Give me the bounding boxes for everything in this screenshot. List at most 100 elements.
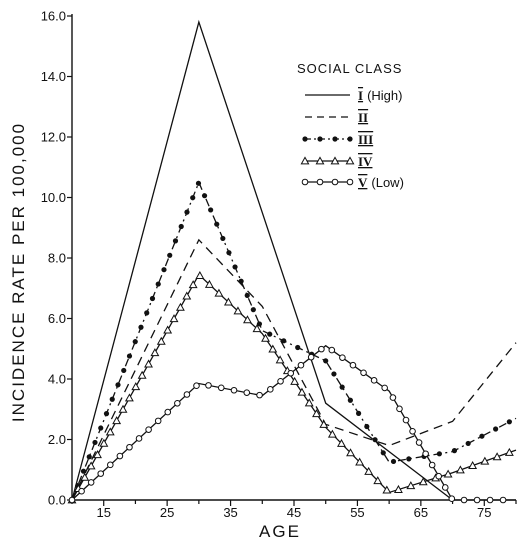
series-point-marker [256,391,263,399]
series-point-marker [68,496,76,504]
series-point-marker [297,361,305,369]
series-point-marker [204,279,214,288]
series-point-marker [164,408,172,416]
series-point-marker [328,346,336,354]
series-point-marker [261,333,270,342]
x-tick-label: 45 [287,505,301,520]
axes: 0.0 2.0 4.0 6.0 8.0 10.0 12.0 14.0 16.0 15 25 35 45 5… [9,9,517,541]
series-point-marker [195,270,205,279]
series-point-marker [243,389,251,396]
series-point-marker [252,324,262,333]
legend-marker [302,136,308,142]
legend-title: SOCIAL CLASS [297,61,402,76]
series-point-marker [267,386,274,393]
series-point-marker [115,382,121,388]
series-point-marker [406,481,416,490]
series-point-marker [267,331,273,337]
series-point-marker [277,377,284,385]
series-point-marker [373,476,383,485]
series-point-marker [214,288,224,297]
series-point-marker [370,377,378,384]
y-tick-label: 12.0 [41,130,66,145]
x-tick-label: 15 [96,505,110,520]
y-tick-label: 2.0 [48,432,66,447]
series-point-marker [137,370,147,379]
series-point-marker [178,223,184,230]
y-tick-label: 10.0 [41,190,66,205]
series-point-marker [232,264,238,270]
series-point-marker [243,315,252,324]
series-point-marker [182,291,192,300]
series-point-marker [349,361,357,369]
series-point-marker [346,448,355,457]
legend-label: IV [358,154,373,169]
series-point-marker [381,384,388,392]
series-point-marker [183,391,191,398]
series-point-marker [86,454,92,460]
series-point-marker [175,302,185,311]
series-point-marker [504,447,514,456]
legend-label: V (Low) [358,175,404,190]
series-point-marker [250,307,256,313]
series-point-marker [103,411,110,417]
series-point-marker [118,404,128,413]
series-point-marker [415,439,423,446]
legend-entry: V (Low) [301,175,404,190]
series-point-marker [167,252,173,258]
series-point-marker [80,468,87,474]
series-point-marker [97,470,105,477]
series-point-marker [435,472,443,480]
y-tick-label: 16.0 [41,9,66,24]
series-iv [67,270,517,504]
series-point-marker [287,369,295,377]
series-point-marker [78,487,85,495]
series-point-marker [297,387,307,396]
series-point-marker [201,193,208,199]
series-point-marker [105,427,115,436]
series-point-marker [468,460,478,469]
series-point-marker [339,384,345,390]
legend-marker [300,156,310,165]
series-point-marker [473,496,481,504]
series-point-marker [422,450,429,458]
series-point-marker [144,310,150,316]
series-v [68,344,516,504]
series-point-marker [131,382,141,391]
series-point-marker [98,425,104,431]
series-point-marker [226,250,232,256]
series-point-marker [319,419,329,428]
legend-entry: I (High) [305,88,402,103]
series-point-marker [238,278,244,284]
legend-marker [347,136,353,142]
y-tick-label: 8.0 [48,251,66,266]
series-i [71,19,453,501]
series-point-marker [135,435,143,442]
series-point-marker [312,409,321,418]
series-point-marker [480,456,490,465]
series-point-marker [389,394,397,401]
series-point-marker [506,419,512,425]
series-point-marker [220,235,226,242]
series-point-marker [169,314,179,323]
series-point-marker [145,426,152,433]
y-tick-label: 0.0 [48,493,66,508]
series-point-marker [428,461,436,469]
x-tick-label: 25 [160,505,174,520]
series-point-marker [331,371,337,377]
legend-label: II [358,110,368,125]
series-point-marker [217,384,225,392]
series-point-marker [355,457,365,466]
series-point-marker [223,297,233,306]
series-point-marker [233,306,243,315]
series-iii [69,180,517,503]
legend-marker [315,156,325,165]
series-point-marker [156,336,166,345]
series-point-marker [393,484,403,493]
series-point-marker [208,207,214,213]
series-point-marker [184,209,190,215]
series-point-marker [195,180,202,186]
series-point-marker [347,397,353,403]
x-tick-label: 65 [414,505,428,520]
series-point-marker [80,472,90,481]
legend-entry: II [305,110,368,125]
